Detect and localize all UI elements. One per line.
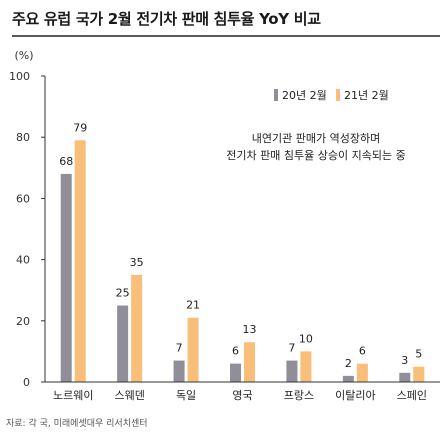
bar-value-label: 79 — [73, 121, 87, 134]
x-tick-label: 프랑스 — [284, 389, 314, 402]
bar-value-label: 5 — [415, 348, 422, 361]
bar-2 — [244, 342, 255, 382]
bar-2 — [131, 274, 143, 382]
bar-value-label: 6 — [232, 345, 239, 358]
x-tick-label: 독일 — [176, 388, 196, 402]
chart-annotation-line: 전기차 판매 침투율 상승이 지속되는 중 — [226, 149, 405, 162]
bar-value-label: 25 — [116, 287, 130, 300]
x-tick-label: 스페인 — [397, 389, 427, 402]
bar-value-label: 10 — [299, 332, 313, 345]
bar-1 — [342, 375, 354, 382]
bar-value-label: 6 — [359, 345, 366, 358]
bar-value-label: 68 — [59, 155, 73, 168]
bar-value-label: 7 — [288, 342, 295, 355]
bar-1 — [399, 372, 411, 382]
title-divider — [12, 35, 440, 37]
y-tick-label: 20 — [16, 315, 30, 328]
bar-value-label: 21 — [186, 299, 200, 312]
x-tick-label: 영국 — [232, 389, 252, 402]
y-tick-label: 100 — [9, 70, 30, 83]
y-axis-unit-label: (%) — [14, 49, 33, 62]
bar-value-label: 13 — [243, 323, 257, 336]
bar-value-label: 2 — [345, 357, 352, 370]
x-tick-label: 이탈리아 — [335, 389, 375, 402]
bar-1 — [117, 305, 129, 382]
y-tick-label: 0 — [23, 376, 30, 389]
bar-1 — [173, 360, 185, 382]
y-tick-label: 80 — [16, 131, 30, 144]
bar-value-label: 35 — [130, 256, 144, 269]
bar-value-label: 3 — [401, 354, 408, 367]
bar-1 — [230, 363, 241, 382]
source-note: 자료: 각 국, 미래에셋대우 리서치센터 — [6, 419, 148, 429]
x-tick-label: 노르웨이 — [53, 389, 93, 402]
x-tick-label: 스웨덴 — [114, 389, 144, 402]
bar-2 — [187, 317, 199, 382]
bar-2 — [300, 351, 312, 382]
bar-value-label: 7 — [176, 342, 183, 355]
y-tick-label: 60 — [16, 192, 30, 205]
bar-2 — [74, 140, 86, 382]
legend-label-2: 21년 2월 — [344, 89, 389, 102]
chart-annotation-line: 내연기관 판매가 역성장하며 — [252, 131, 380, 145]
legend-swatch-1 — [274, 89, 278, 101]
legend-label-1: 20년 2월 — [282, 89, 327, 102]
bar-2 — [356, 363, 368, 382]
legend-swatch-2 — [336, 89, 340, 101]
y-tick-label: 40 — [16, 254, 30, 267]
chart-title: 주요 유럽 국가 2월 전기차 판매 침투율 YoY 비교 — [12, 10, 321, 28]
bar-2 — [413, 366, 425, 382]
bar-1 — [60, 173, 72, 382]
bar-1 — [286, 360, 298, 382]
